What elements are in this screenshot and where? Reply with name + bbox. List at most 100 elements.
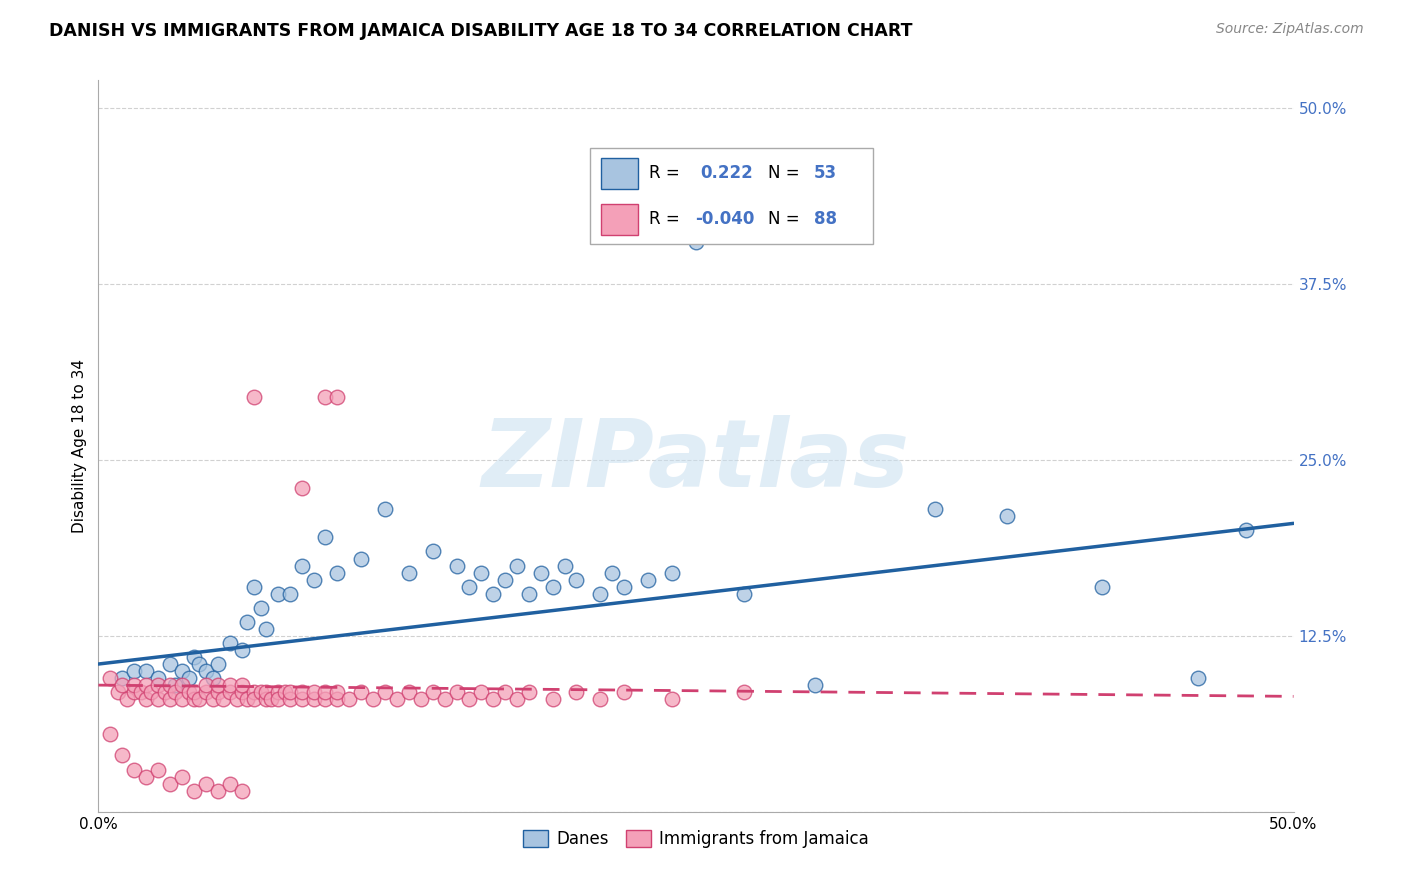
Point: [202, 692, 225, 706]
Point: [231, 643, 253, 657]
Point: [231, 783, 253, 797]
Point: [554, 558, 576, 573]
Point: [733, 685, 755, 699]
Point: [207, 657, 229, 671]
Point: [422, 544, 444, 558]
Point: [172, 678, 194, 692]
Point: [398, 566, 420, 580]
Point: [661, 566, 683, 580]
Point: [187, 692, 209, 706]
Point: [589, 587, 612, 601]
Point: [613, 685, 636, 699]
Point: [385, 692, 409, 706]
Point: [235, 692, 257, 706]
Point: [159, 657, 181, 671]
Point: [243, 692, 266, 706]
Point: [661, 692, 683, 706]
Point: [163, 685, 186, 699]
FancyBboxPatch shape: [591, 148, 873, 244]
Point: [481, 692, 505, 706]
Point: [107, 685, 129, 699]
Point: [398, 685, 420, 699]
Point: [195, 678, 218, 692]
Point: [183, 692, 205, 706]
Point: [159, 678, 181, 692]
Point: [159, 776, 181, 790]
Point: [995, 509, 1018, 524]
Text: DANISH VS IMMIGRANTS FROM JAMAICA DISABILITY AGE 18 TO 34 CORRELATION CHART: DANISH VS IMMIGRANTS FROM JAMAICA DISABI…: [49, 22, 912, 40]
Point: [434, 692, 457, 706]
Point: [250, 600, 273, 615]
Point: [267, 587, 290, 601]
Point: [530, 566, 553, 580]
Text: 53: 53: [814, 164, 837, 182]
Point: [172, 692, 194, 706]
Point: [187, 657, 209, 671]
Point: [219, 636, 242, 650]
Text: ZIPatlas: ZIPatlas: [482, 415, 910, 507]
Point: [602, 566, 624, 580]
Point: [254, 685, 277, 699]
Point: [326, 692, 349, 706]
Point: [172, 664, 194, 678]
Point: [155, 685, 177, 699]
Point: [111, 748, 134, 763]
Point: [274, 685, 297, 699]
Text: N =: N =: [768, 164, 806, 182]
Point: [506, 692, 529, 706]
Point: [179, 671, 201, 685]
Point: [135, 770, 157, 784]
Point: [211, 692, 233, 706]
Point: [207, 678, 229, 692]
Point: [183, 783, 205, 797]
Legend: Danes, Immigrants from Jamaica: Danes, Immigrants from Jamaica: [516, 823, 876, 855]
FancyBboxPatch shape: [602, 204, 638, 235]
Point: [470, 566, 492, 580]
Point: [446, 558, 468, 573]
Point: [302, 692, 325, 706]
Point: [195, 664, 218, 678]
Point: [494, 685, 516, 699]
Point: [733, 587, 755, 601]
Point: [1234, 524, 1257, 538]
Point: [219, 776, 242, 790]
Point: [124, 678, 146, 692]
Point: [446, 685, 468, 699]
Point: [363, 692, 385, 706]
Point: [804, 678, 827, 692]
Point: [111, 678, 134, 692]
Point: [124, 685, 146, 699]
Point: [202, 671, 225, 685]
Point: [207, 685, 229, 699]
Text: Source: ZipAtlas.com: Source: ZipAtlas.com: [1216, 22, 1364, 37]
Point: [685, 235, 707, 249]
Point: [254, 692, 277, 706]
Point: [148, 692, 170, 706]
Point: [243, 685, 266, 699]
Point: [326, 566, 349, 580]
Point: [637, 573, 659, 587]
Point: [267, 685, 290, 699]
Point: [1091, 580, 1114, 594]
Point: [291, 558, 314, 573]
Y-axis label: Disability Age 18 to 34: Disability Age 18 to 34: [72, 359, 87, 533]
Text: 0.222: 0.222: [700, 164, 754, 182]
Point: [481, 587, 505, 601]
Point: [315, 390, 337, 404]
Point: [183, 650, 205, 665]
Point: [422, 685, 444, 699]
FancyBboxPatch shape: [602, 158, 638, 188]
Point: [326, 685, 349, 699]
Point: [291, 481, 314, 495]
Point: [565, 573, 588, 587]
Point: [315, 685, 337, 699]
Point: [219, 685, 242, 699]
Point: [924, 502, 946, 516]
Point: [458, 580, 481, 594]
Point: [243, 580, 266, 594]
Point: [183, 685, 205, 699]
Point: [98, 671, 122, 685]
Point: [291, 685, 314, 699]
Point: [589, 692, 612, 706]
Point: [470, 685, 492, 699]
